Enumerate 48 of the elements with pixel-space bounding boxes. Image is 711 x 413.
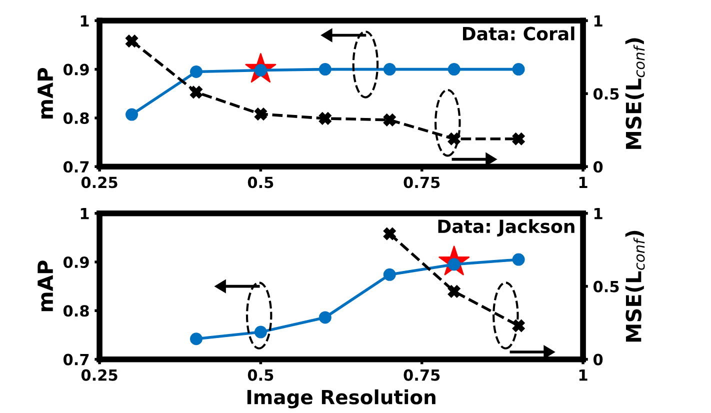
y-tick-label: 0.9 (63, 256, 89, 268)
y2-tick-label: 0.5 (593, 88, 619, 100)
y-tick-label: 1 (80, 15, 89, 26)
y-tick-label: 0.8 (63, 112, 89, 124)
point (254, 108, 267, 120)
point (512, 132, 525, 146)
y2-axis-title: MSE(L$_{conf}$) (625, 230, 645, 342)
x-tick-label: 1 (579, 370, 588, 381)
point (318, 63, 332, 76)
x-tick-label: 0.5 (248, 369, 274, 381)
point (190, 86, 202, 98)
x-tick-label: 0.75 (404, 176, 440, 188)
point (254, 326, 267, 338)
x-tick-label: 0.5 (248, 176, 274, 188)
point (126, 34, 138, 48)
point (383, 114, 396, 126)
y2-tick-label: 0 (593, 161, 603, 173)
point (512, 253, 525, 266)
annotation: Data: Jackson (438, 219, 574, 237)
x-axis-title: Image Resolution (247, 389, 436, 408)
y2-tick-label: 1 (594, 15, 602, 26)
point (383, 228, 396, 240)
point (190, 65, 202, 78)
y-axis-title: mAP (38, 260, 53, 312)
point (448, 63, 460, 76)
y-tick-label: 0.7 (63, 354, 89, 366)
y2-tick-label: 0.5 (593, 280, 619, 292)
y2-tick-label: 0 (593, 354, 603, 366)
y-tick-label: 0.9 (63, 64, 89, 76)
y-tick-label: 1 (80, 208, 89, 220)
point (448, 285, 460, 298)
y-tick-label: 0.8 (63, 305, 89, 317)
y-axis-title: mAP (38, 68, 53, 118)
point (383, 268, 396, 281)
annotation: Data: Coral (463, 26, 574, 40)
y2-tick-label: 1 (594, 208, 602, 220)
point (512, 63, 525, 76)
point (318, 311, 332, 324)
point (318, 112, 332, 125)
point (383, 63, 396, 76)
y2-axis-title: MSE(L$_{conf}$) (625, 38, 645, 149)
y-tick-label: 0.7 (63, 161, 89, 173)
point (126, 108, 138, 121)
x-tick-label: 0.25 (81, 176, 118, 188)
x-tick-label: 0.25 (81, 369, 118, 381)
x-tick-label: 0.75 (404, 369, 440, 381)
x-tick-label: 1 (579, 176, 588, 188)
point (190, 332, 202, 346)
